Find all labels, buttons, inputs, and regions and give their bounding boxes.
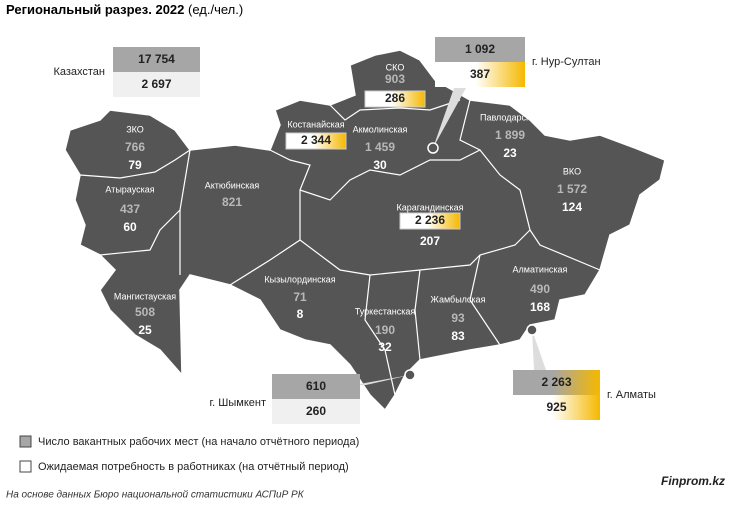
region-name: Мангистауская	[114, 291, 176, 301]
region-vacancies: 2 236	[415, 213, 445, 227]
demand-value: 387	[470, 67, 490, 81]
region-demand: 168	[530, 300, 550, 314]
region-vacancies: 71	[293, 290, 307, 304]
region-demand: 60	[123, 220, 137, 234]
city-dot	[404, 369, 416, 381]
region-name: Акмолинская	[353, 124, 408, 134]
region-name: Жамбылская	[431, 294, 486, 304]
region-demand: 207	[420, 234, 440, 248]
region-demand: 25	[138, 323, 152, 337]
vacancies-box	[113, 47, 200, 72]
city-dot	[427, 142, 439, 154]
demand-box	[513, 395, 600, 420]
demand-value: 925	[546, 400, 566, 414]
demand-box	[272, 399, 360, 424]
region-vacancies: 766	[125, 140, 145, 154]
box-label: г. Шымкент	[210, 397, 267, 409]
region-name: Алматинская	[513, 264, 568, 274]
legend-swatch	[19, 460, 32, 473]
demand-value: 2 697	[141, 77, 171, 91]
city-dot	[526, 324, 538, 336]
region-name: ЗКО	[126, 124, 144, 134]
region-name: Карагандинская	[396, 202, 463, 212]
vacancies-value: 1 092	[465, 42, 495, 56]
region-demand: 83	[451, 329, 465, 343]
region-vacancies: 903	[385, 72, 405, 86]
highlight-box	[399, 212, 461, 230]
region-vacancies: 2 344	[301, 133, 331, 147]
demand-box	[435, 62, 525, 87]
demand-value: 260	[306, 404, 326, 418]
region-vacancies: 1 899	[495, 128, 525, 142]
highlight-box	[364, 90, 426, 108]
region-demand: 30	[373, 158, 387, 172]
region-demand: 32	[378, 340, 392, 354]
pointer	[354, 375, 410, 385]
legend-label: Число вакантных рабочих мест (на начало …	[38, 436, 359, 448]
region-vacancies: 490	[530, 282, 550, 296]
title: Региональный разрез. 2022 (ед./чел.)	[6, 2, 243, 17]
source: На основе данных Бюро национальной стати…	[6, 490, 305, 501]
vacancies-value: 610	[306, 379, 326, 393]
box-label: Казахстан	[53, 66, 105, 78]
demand-box	[113, 72, 200, 97]
vacancies-box	[435, 37, 525, 62]
legend-label: Ожидаемая потребность в работниках (на о…	[38, 461, 349, 473]
box-label: г. Нур-Султан	[532, 56, 601, 68]
region-name: СКО	[386, 62, 405, 72]
region-demand: 8	[297, 307, 304, 321]
region-vacancies: 1 572	[557, 182, 587, 196]
vacancies-box	[513, 370, 600, 395]
brand: Finprom.kz	[661, 474, 725, 488]
pointer	[433, 88, 466, 148]
region-name: Костанайская	[287, 119, 344, 129]
region-demand: 23	[503, 146, 517, 160]
region-name: ВКО	[563, 166, 581, 176]
pointer	[532, 330, 546, 370]
region-vacancies: 821	[222, 195, 242, 209]
region-vacancies: 1 459	[365, 140, 395, 154]
region-demand: 79	[128, 158, 142, 172]
box-label: г. Алматы	[607, 389, 656, 401]
region-name: Актюбинская	[205, 180, 260, 190]
region-name: Кызылординская	[264, 274, 335, 284]
region-vacancies: 437	[120, 202, 140, 216]
highlight-box	[285, 132, 347, 150]
region-vacancies: 508	[135, 305, 155, 319]
region-name: Павлодарская	[480, 112, 540, 122]
vacancies-value: 2 263	[541, 375, 571, 389]
region-name: Туркестанская	[355, 306, 416, 316]
region-vacancies: 190	[375, 323, 395, 337]
map	[64, 49, 666, 412]
region-name: Атырауская	[105, 184, 154, 194]
region-demand: 124	[562, 200, 582, 214]
vacancies-box	[272, 374, 360, 399]
region-vacancies: 93	[451, 311, 465, 325]
legend-swatch	[19, 435, 32, 448]
region-demand: 286	[385, 91, 405, 105]
vacancies-value: 17 754	[138, 52, 175, 66]
